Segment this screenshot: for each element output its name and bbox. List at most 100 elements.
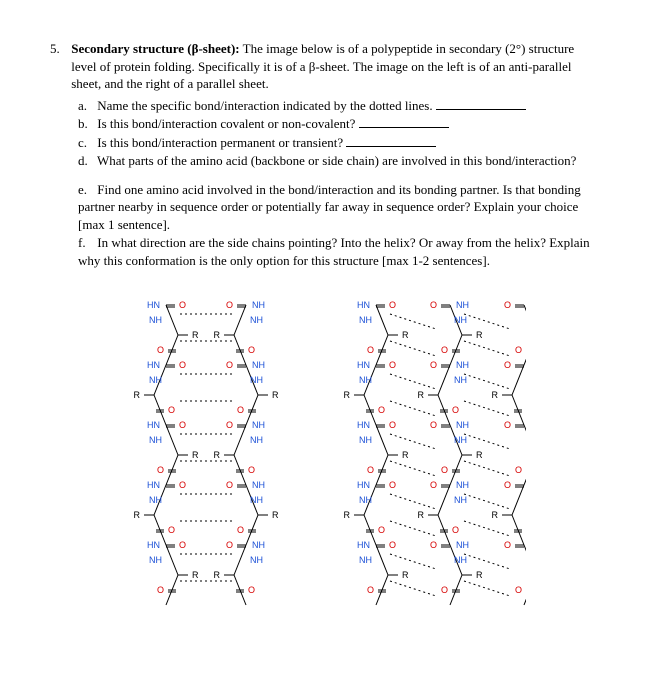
- svg-text:NH: NH: [454, 435, 467, 445]
- svg-text:NH: NH: [250, 495, 263, 505]
- svg-text:NH: NH: [250, 555, 263, 565]
- svg-text:NH: NH: [149, 555, 162, 565]
- svg-text:O: O: [503, 360, 510, 370]
- svg-text:NH: NH: [149, 495, 162, 505]
- svg-text:O: O: [378, 405, 385, 415]
- svg-text:R: R: [192, 330, 199, 340]
- svg-text:R: R: [133, 510, 140, 520]
- svg-text:NH: NH: [250, 435, 263, 445]
- svg-text:O: O: [452, 405, 459, 415]
- svg-text:NH: NH: [359, 555, 372, 565]
- svg-text:O: O: [503, 540, 510, 550]
- sub-questions: a. Name the specific bond/interaction in…: [78, 97, 601, 270]
- svg-text:O: O: [366, 345, 373, 355]
- svg-text:O: O: [225, 480, 232, 490]
- svg-text:O: O: [503, 300, 510, 310]
- svg-text:NH: NH: [456, 420, 469, 430]
- question-number: 5.: [50, 40, 68, 58]
- svg-text:O: O: [514, 585, 521, 595]
- sub-e: e. Find one amino acid involved in the b…: [78, 181, 601, 234]
- svg-text:R: R: [272, 390, 279, 400]
- sub-text: In what direction are the side chains po…: [78, 235, 590, 268]
- sub-letter: c.: [78, 134, 94, 152]
- beta-sheet-diagram: OHNRNHOOHNRNHOOHNRNHOOHNRNHOOHNRNHOONHRN…: [126, 295, 526, 645]
- svg-text:NH: NH: [359, 315, 372, 325]
- blank-line[interactable]: [436, 98, 526, 110]
- svg-text:NH: NH: [252, 480, 265, 490]
- svg-text:HN: HN: [357, 300, 370, 310]
- svg-text:O: O: [429, 540, 436, 550]
- svg-text:R: R: [343, 390, 350, 400]
- sub-a: a. Name the specific bond/interaction in…: [78, 97, 601, 115]
- svg-text:NH: NH: [252, 300, 265, 310]
- sub-letter: a.: [78, 97, 94, 115]
- svg-text:O: O: [168, 405, 175, 415]
- svg-text:NH: NH: [252, 540, 265, 550]
- svg-text:O: O: [225, 420, 232, 430]
- svg-text:HN: HN: [147, 540, 160, 550]
- svg-text:HN: HN: [147, 360, 160, 370]
- sub-f: f. In what direction are the side chains…: [78, 234, 601, 269]
- svg-text:NH: NH: [454, 315, 467, 325]
- svg-text:O: O: [514, 465, 521, 475]
- svg-text:HN: HN: [357, 480, 370, 490]
- svg-text:O: O: [225, 540, 232, 550]
- sub-d: d. What parts of the amino acid (backbon…: [78, 152, 601, 170]
- svg-text:O: O: [429, 300, 436, 310]
- svg-text:R: R: [417, 390, 424, 400]
- sub-text: Is this bond/interaction covalent or non…: [97, 116, 355, 131]
- svg-text:R: R: [133, 390, 140, 400]
- svg-text:O: O: [440, 345, 447, 355]
- svg-text:O: O: [389, 540, 396, 550]
- svg-text:NH: NH: [359, 375, 372, 385]
- svg-text:O: O: [179, 420, 186, 430]
- svg-text:R: R: [272, 510, 279, 520]
- svg-text:NH: NH: [149, 375, 162, 385]
- svg-text:O: O: [429, 480, 436, 490]
- svg-text:NH: NH: [252, 360, 265, 370]
- svg-text:O: O: [389, 360, 396, 370]
- svg-text:O: O: [440, 585, 447, 595]
- sub-c: c. Is this bond/interaction permanent or…: [78, 134, 601, 152]
- svg-text:HN: HN: [147, 480, 160, 490]
- svg-text:R: R: [491, 510, 498, 520]
- sub-letter: e.: [78, 181, 94, 199]
- svg-text:NH: NH: [456, 300, 469, 310]
- svg-text:O: O: [225, 300, 232, 310]
- svg-text:NH: NH: [252, 420, 265, 430]
- sub-letter: b.: [78, 115, 94, 133]
- blank-line[interactable]: [346, 135, 436, 147]
- svg-text:O: O: [248, 345, 255, 355]
- sub-letter: d.: [78, 152, 94, 170]
- svg-text:NH: NH: [149, 315, 162, 325]
- sub-text: Name the specific bond/interaction indic…: [97, 98, 432, 113]
- svg-text:HN: HN: [357, 360, 370, 370]
- svg-text:R: R: [213, 570, 220, 580]
- svg-text:O: O: [236, 525, 243, 535]
- svg-text:O: O: [156, 345, 163, 355]
- svg-text:R: R: [192, 570, 199, 580]
- svg-text:O: O: [429, 360, 436, 370]
- question-title: Secondary structure (β-sheet):: [71, 41, 239, 56]
- blank-line[interactable]: [359, 116, 449, 128]
- svg-text:O: O: [179, 300, 186, 310]
- svg-text:O: O: [440, 465, 447, 475]
- svg-text:O: O: [514, 345, 521, 355]
- svg-text:R: R: [402, 570, 409, 580]
- svg-text:NH: NH: [456, 540, 469, 550]
- sub-letter: f.: [78, 234, 94, 252]
- sub-text: Find one amino acid involved in the bond…: [78, 182, 581, 232]
- svg-text:R: R: [491, 390, 498, 400]
- svg-text:NH: NH: [359, 435, 372, 445]
- svg-text:HN: HN: [147, 420, 160, 430]
- diagram-container: OHNRNHOOHNRNHOOHNRNHOOHNRNHOOHNRNHOONHRN…: [50, 295, 601, 650]
- svg-text:HN: HN: [357, 540, 370, 550]
- svg-text:NH: NH: [456, 360, 469, 370]
- svg-text:NH: NH: [149, 435, 162, 445]
- svg-text:O: O: [168, 525, 175, 535]
- sub-text: What parts of the amino acid (backbone o…: [97, 153, 576, 168]
- svg-text:O: O: [503, 480, 510, 490]
- svg-text:O: O: [503, 420, 510, 430]
- svg-text:O: O: [156, 465, 163, 475]
- svg-text:O: O: [248, 585, 255, 595]
